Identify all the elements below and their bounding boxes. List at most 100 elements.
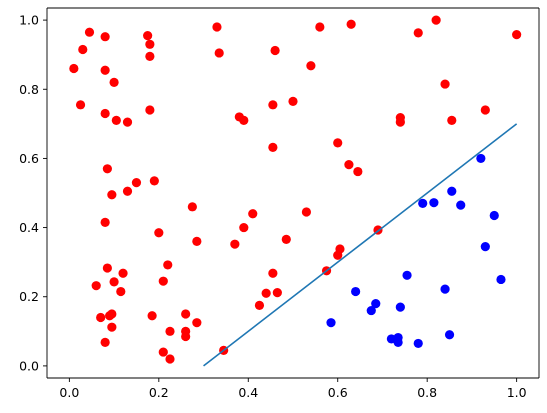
point-series-1-16 xyxy=(476,153,486,164)
point-series-0-31 xyxy=(147,311,157,321)
point-series-0-52 xyxy=(261,288,271,298)
point-series-0-32 xyxy=(158,276,168,286)
point-series-0-75 xyxy=(440,79,450,89)
point-series-1-19 xyxy=(496,274,506,285)
point-series-0-16 xyxy=(122,186,133,196)
point-series-1-8 xyxy=(402,270,412,280)
point-series-0-74 xyxy=(431,15,441,25)
point-series-0-1 xyxy=(78,44,88,55)
point-series-1-12 xyxy=(440,284,450,294)
point-series-0-20 xyxy=(154,228,164,238)
x-tick-label: 1.0 xyxy=(507,385,527,400)
point-series-1-0 xyxy=(326,318,336,328)
point-series-0-57 xyxy=(272,287,282,298)
point-series-0-5 xyxy=(100,65,110,75)
point-series-0-27 xyxy=(102,263,112,273)
point-series-0-46 xyxy=(230,239,240,249)
point-series-0-76 xyxy=(447,115,457,125)
point-series-0-33 xyxy=(163,260,173,270)
series-line xyxy=(203,123,518,367)
point-series-0-6 xyxy=(109,77,119,87)
point-series-0-41 xyxy=(192,236,202,247)
point-series-0-58 xyxy=(281,234,291,244)
point-series-0-69 xyxy=(353,166,363,177)
point-series-0-73 xyxy=(413,28,423,38)
point-series-0-19 xyxy=(100,217,110,227)
point-series-1-9 xyxy=(413,338,423,349)
point-series-1-10 xyxy=(418,198,428,208)
point-series-0-0 xyxy=(69,63,79,74)
point-series-0-66 xyxy=(333,138,343,148)
point-series-0-65 xyxy=(335,244,345,254)
point-series-0-53 xyxy=(268,268,278,278)
point-series-1-18 xyxy=(489,210,499,221)
data-marks xyxy=(69,15,522,367)
point-series-0-28 xyxy=(109,277,119,287)
y-tick-label: 0.4 xyxy=(19,220,39,235)
point-series-0-59 xyxy=(288,96,298,106)
point-series-0-35 xyxy=(165,326,175,336)
point-series-1-6 xyxy=(393,337,403,347)
point-series-0-25 xyxy=(107,322,117,332)
point-series-1-13 xyxy=(444,330,455,340)
point-series-0-68 xyxy=(346,19,356,29)
y-tick-label: 0.8 xyxy=(19,82,39,97)
point-series-0-34 xyxy=(158,347,168,357)
x-tick-label: 0.0 xyxy=(59,385,79,400)
point-series-0-61 xyxy=(306,61,316,71)
point-series-0-78 xyxy=(512,30,522,40)
point-series-0-43 xyxy=(212,22,222,32)
point-series-0-55 xyxy=(268,142,278,152)
point-series-0-18 xyxy=(149,176,159,186)
point-series-1-15 xyxy=(456,200,466,210)
point-series-0-67 xyxy=(344,160,354,170)
point-series-1-1 xyxy=(351,286,361,297)
point-series-0-54 xyxy=(268,100,278,110)
point-series-1-7 xyxy=(395,302,405,312)
point-series-0-62 xyxy=(315,22,325,32)
point-series-0-24 xyxy=(107,309,117,319)
plot-area xyxy=(47,8,539,378)
point-series-0-4 xyxy=(100,32,110,42)
x-tick-label: 0.2 xyxy=(149,385,169,400)
point-series-1-11 xyxy=(429,198,439,208)
point-series-0-39 xyxy=(181,331,191,342)
point-series-0-50 xyxy=(248,209,258,219)
point-series-0-51 xyxy=(254,300,265,310)
point-series-0-30 xyxy=(118,268,128,278)
point-series-0-14 xyxy=(102,164,112,174)
point-series-0-21 xyxy=(91,281,101,291)
x-tick-label: 0.8 xyxy=(417,385,437,400)
point-series-0-56 xyxy=(270,45,280,56)
point-series-0-37 xyxy=(181,309,191,319)
point-series-0-42 xyxy=(192,318,202,328)
point-series-0-3 xyxy=(75,100,86,110)
y-tick-label: 0.0 xyxy=(19,358,39,373)
point-series-0-36 xyxy=(165,354,175,364)
point-series-0-8 xyxy=(111,115,121,125)
point-series-0-15 xyxy=(107,190,117,200)
axis-ticks: 0.0 0.2 0.4 0.6 0.8 1.0 0.0 0.2 0.4 0.6 0.8 1.0 xyxy=(19,13,527,400)
point-series-0-2 xyxy=(84,27,95,37)
point-series-0-10 xyxy=(143,31,153,41)
point-series-0-9 xyxy=(122,117,133,127)
point-series-0-29 xyxy=(116,286,126,297)
point-series-0-60 xyxy=(301,207,312,217)
y-tick-label: 0.6 xyxy=(19,151,39,166)
point-series-0-11 xyxy=(145,39,155,49)
y-tick-label: 0.2 xyxy=(19,289,39,304)
point-series-1-3 xyxy=(371,299,381,309)
point-series-0-48 xyxy=(239,115,249,125)
point-series-0-22 xyxy=(96,312,106,323)
point-series-0-7 xyxy=(100,108,110,119)
point-series-1-2 xyxy=(366,305,376,316)
point-series-0-72 xyxy=(395,117,405,127)
point-series-0-77 xyxy=(480,105,490,115)
point-series-0-26 xyxy=(100,337,110,347)
y-tick-label: 1.0 xyxy=(19,13,39,28)
x-tick-label: 0.4 xyxy=(238,385,258,400)
point-series-1-17 xyxy=(480,242,490,252)
point-series-0-40 xyxy=(187,202,197,212)
point-series-0-49 xyxy=(239,222,249,233)
